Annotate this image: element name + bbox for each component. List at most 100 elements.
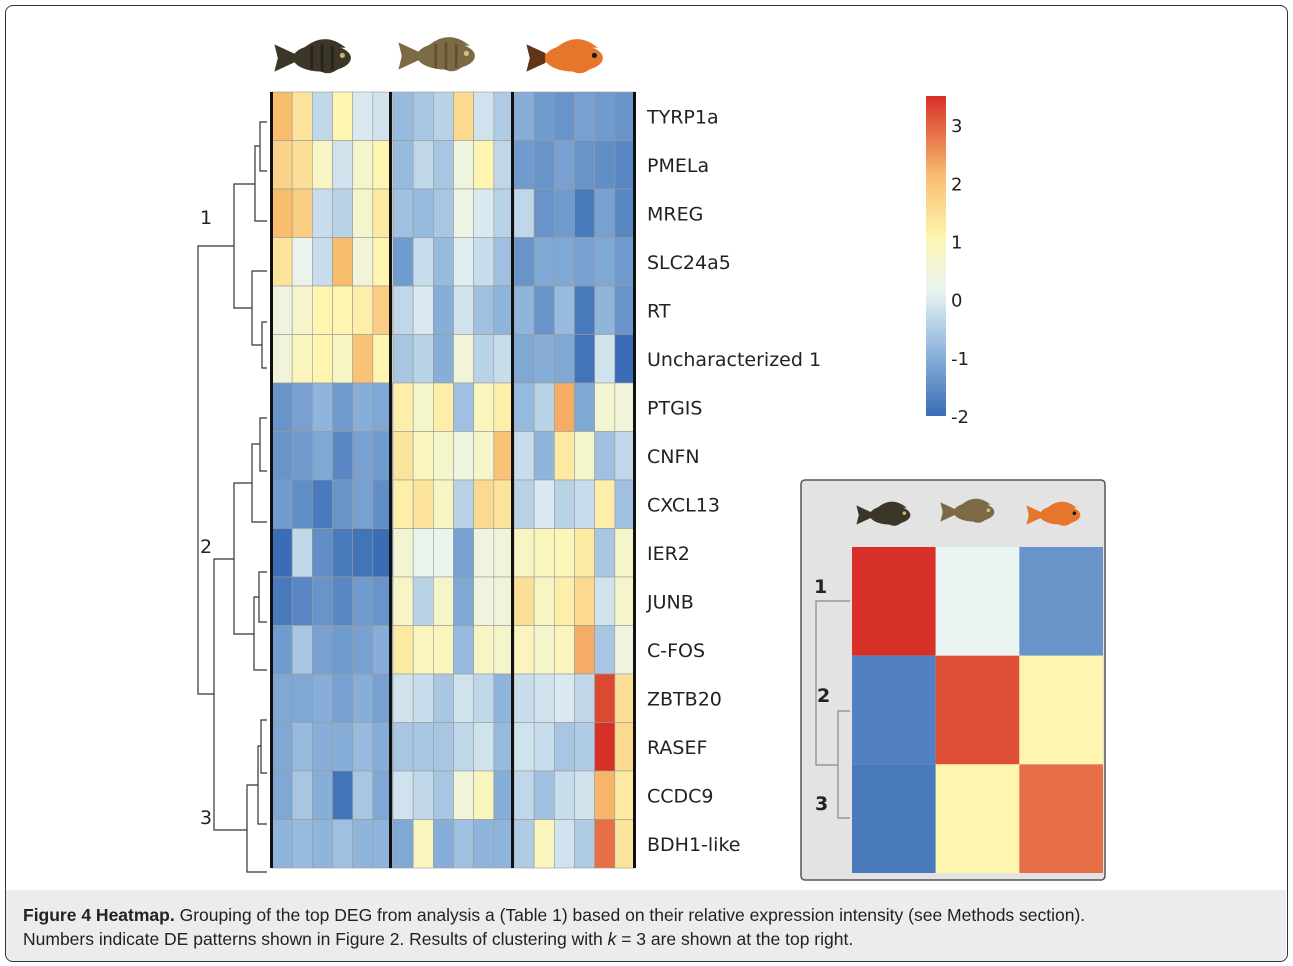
heatmap-cell-PMELa-18 <box>614 140 636 190</box>
heatmap-cell-CXCL13-15 <box>554 479 575 529</box>
heatmap-cell-ZBTB20-9 <box>433 673 454 723</box>
heatmap-cell-BDH1-like-9 <box>433 819 454 869</box>
heatmap-cell-SLC24a5-13 <box>513 237 535 287</box>
kmeans-heatmap <box>852 547 1103 873</box>
heatmap-cell-ZBTB20-5 <box>352 673 374 723</box>
heatmap-cell-C-FOS-1 <box>271 625 293 675</box>
gene-label: TYRP1a <box>646 106 719 128</box>
heatmap-cell-CNFN-12 <box>493 431 515 481</box>
gene-label: ZBTB20 <box>647 688 722 710</box>
heatmap-cell-PTGIS-8 <box>412 382 434 432</box>
colorbar-tick-label: 3 <box>951 116 962 137</box>
heatmap-cell-BDH1-like-4 <box>332 819 353 869</box>
heatmap-cell-IER2-15 <box>554 528 575 578</box>
heatmap-cell-PMELa-13 <box>513 140 535 190</box>
heatmap-cell-PMELa-2 <box>291 140 313 190</box>
heatmap-cell-Uncharacterized 1-18 <box>614 334 636 384</box>
caption-k: k <box>607 929 617 949</box>
heatmap-cell-RASEF-5 <box>352 722 374 772</box>
heatmap-cell-RASEF-7 <box>392 722 414 772</box>
inset-fish-icon-dark <box>856 501 911 526</box>
heatmap-cell-IER2-9 <box>433 528 454 578</box>
heatmap-cell-CXCL13-14 <box>533 479 555 529</box>
heatmap-cell-CCDC9-13 <box>513 770 535 820</box>
heatmap-cell-BDH1-like-2 <box>291 819 313 869</box>
heatmap-cell-BDH1-like-5 <box>352 819 374 869</box>
heatmap-cell-ZBTB20-8 <box>412 673 434 723</box>
heatmap-cell-Uncharacterized 1-14 <box>533 334 555 384</box>
heatmap-cell-SLC24a5-15 <box>554 237 575 287</box>
heatmap-cell-CNFN-18 <box>614 431 636 481</box>
heatmap-cell-CCDC9-10 <box>453 770 474 820</box>
heatmap-cell-RASEF-18 <box>614 722 636 772</box>
group-divider-1 <box>389 92 392 868</box>
heatmap-cell-CXCL13-5 <box>352 479 374 529</box>
heatmap-cell-PMELa-11 <box>473 140 495 190</box>
heatmap-cell-ZBTB20-14 <box>533 673 555 723</box>
heatmap-cell-CNFN-17 <box>594 431 616 481</box>
heatmap-cell-ZBTB20-11 <box>473 673 495 723</box>
heatmap-cell-MREG-11 <box>473 188 495 238</box>
heatmap-cell-RT-2 <box>291 285 313 335</box>
heatmap-cell-PTGIS-5 <box>352 382 374 432</box>
heatmap-cell-CCDC9-7 <box>392 770 414 820</box>
heatmap-cell-CXCL13-18 <box>614 479 636 529</box>
gene-label: C-FOS <box>647 640 705 662</box>
heatmap-cell-MREG-8 <box>412 188 434 238</box>
heatmap-cell-IER2-4 <box>332 528 353 578</box>
heatmap-cell-ZBTB20-3 <box>312 673 333 723</box>
heatmap-cell-RT-8 <box>412 285 434 335</box>
heatmap-cell-Uncharacterized 1-3 <box>312 334 333 384</box>
heatmap-cell-JUNB-13 <box>513 576 535 626</box>
heatmap-cell-Uncharacterized 1-12 <box>493 334 515 384</box>
heatmap-cell-CCDC9-14 <box>533 770 555 820</box>
heatmap-cell-MREG-16 <box>574 188 595 238</box>
heatmap-cell-CNFN-1 <box>271 431 293 481</box>
heatmap-cell-ZBTB20-10 <box>453 673 474 723</box>
heatmap-cell-CXCL13-16 <box>574 479 595 529</box>
dendro-label-3: 3 <box>200 807 212 829</box>
heatmap-cell-CCDC9-4 <box>332 770 353 820</box>
heatmap-cell-BDH1-like-10 <box>453 819 474 869</box>
heatmap-cell-PMELa-1 <box>271 140 293 190</box>
heatmap-cell-JUNB-3 <box>312 576 333 626</box>
heatmap-cell-C-FOS-5 <box>352 625 374 675</box>
heatmap-cell-SLC24a5-9 <box>433 237 454 287</box>
gene-label: CCDC9 <box>647 785 714 807</box>
heatmap-cell-RASEF-3 <box>312 722 333 772</box>
heatmap-cell-JUNB-16 <box>574 576 595 626</box>
heatmap-cell-CCDC9-3 <box>312 770 333 820</box>
heatmap-cell-ZBTB20-15 <box>554 673 575 723</box>
dendro-label-2: 2 <box>200 536 212 558</box>
heatmap-cell-ZBTB20-13 <box>513 673 535 723</box>
heatmap-cell-RASEF-12 <box>493 722 515 772</box>
heatmap-cell-Uncharacterized 1-15 <box>554 334 575 384</box>
heatmap-cell-RT-7 <box>392 285 414 335</box>
caption-label: Figure 4 Heatmap. <box>23 905 175 925</box>
fish-icon-orange <box>526 39 603 74</box>
heatmap-cell-PTGIS-7 <box>392 382 414 432</box>
heatmap-cell-SLC24a5-5 <box>352 237 374 287</box>
heatmap-cell-IER2-2 <box>291 528 313 578</box>
heatmap-cell-C-FOS-8 <box>412 625 434 675</box>
heatmap-cell-TYRP1a-18 <box>614 91 636 141</box>
kmeans-cell-3-2 <box>935 764 1020 873</box>
fish-icon-mid <box>398 37 475 72</box>
colorbar-tick-label: 0 <box>951 291 962 312</box>
inset-fish-icon-orange <box>1026 501 1081 526</box>
heatmap-cell-ZBTB20-1 <box>271 673 293 723</box>
inset-dendrogram <box>815 600 850 819</box>
heatmap-cell-CXCL13-4 <box>332 479 353 529</box>
heatmap-cell-ZBTB20-4 <box>332 673 353 723</box>
heatmap-cell-RT-15 <box>554 285 575 335</box>
heatmap-cell-TYRP1a-7 <box>392 91 414 141</box>
colorbar-tick-label: -1 <box>951 349 969 370</box>
colorbar-ticks: 3 2 1 0 -1 -2 <box>951 116 969 428</box>
colorbar-tick-label: 2 <box>951 174 962 195</box>
heatmap-cell-CXCL13-8 <box>412 479 434 529</box>
heatmap-cell-RT-16 <box>574 285 595 335</box>
gene-label: CXCL13 <box>647 494 720 516</box>
heatmap-cell-BDH1-like-15 <box>554 819 575 869</box>
main-heatmap <box>271 91 636 869</box>
